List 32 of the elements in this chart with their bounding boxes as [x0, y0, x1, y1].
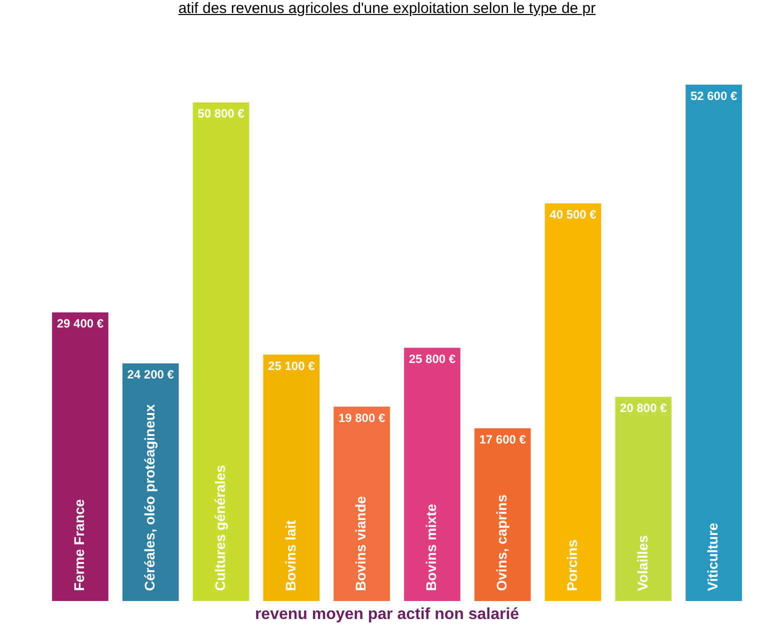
data-label: 25 100 € — [268, 358, 316, 373]
data-label: 19 800 € — [338, 410, 386, 425]
x-tick-label: Céréales, oléo protéagineux — [141, 404, 158, 591]
bar — [474, 428, 531, 601]
x-tick-label: Volailles — [634, 535, 650, 591]
data-label: 20 800 € — [620, 401, 668, 416]
data-label: 24 200 € — [127, 368, 174, 382]
x-tick-label: Bovins mixte — [423, 504, 440, 591]
bar — [686, 84, 742, 601]
data-label: 40 500 € — [550, 208, 597, 222]
data-label: 50 800 € — [198, 106, 245, 121]
chart-title: atif des revenus agricoles d'une exploitation selon le type de pr — [177, 0, 597, 19]
x-tick-label: Ferme France — [71, 498, 88, 591]
data-label: 25 800 € — [408, 352, 456, 366]
bar — [404, 348, 460, 601]
data-label: 17 600 € — [479, 432, 526, 447]
x-tick-label: Ovins, caprins — [493, 494, 510, 591]
x-tick-label: Cultures générales — [212, 464, 228, 591]
bar — [544, 203, 602, 601]
bar — [192, 102, 250, 601]
x-tick-label: Porcins — [564, 539, 580, 591]
x-tick-label: Viticulture — [704, 522, 721, 591]
data-label: 52 600 € — [690, 88, 738, 103]
bar — [334, 406, 390, 601]
x-tick-label: Bovins lait — [282, 520, 298, 591]
x-axis-title: revenu moyen par actif non salarié — [254, 606, 520, 624]
bar — [615, 396, 672, 601]
bar — [263, 354, 320, 601]
data-label: 29 400 € — [56, 316, 104, 331]
x-tick-label: Bovins viande — [352, 496, 369, 591]
bar — [52, 312, 108, 601]
bar — [122, 363, 179, 601]
